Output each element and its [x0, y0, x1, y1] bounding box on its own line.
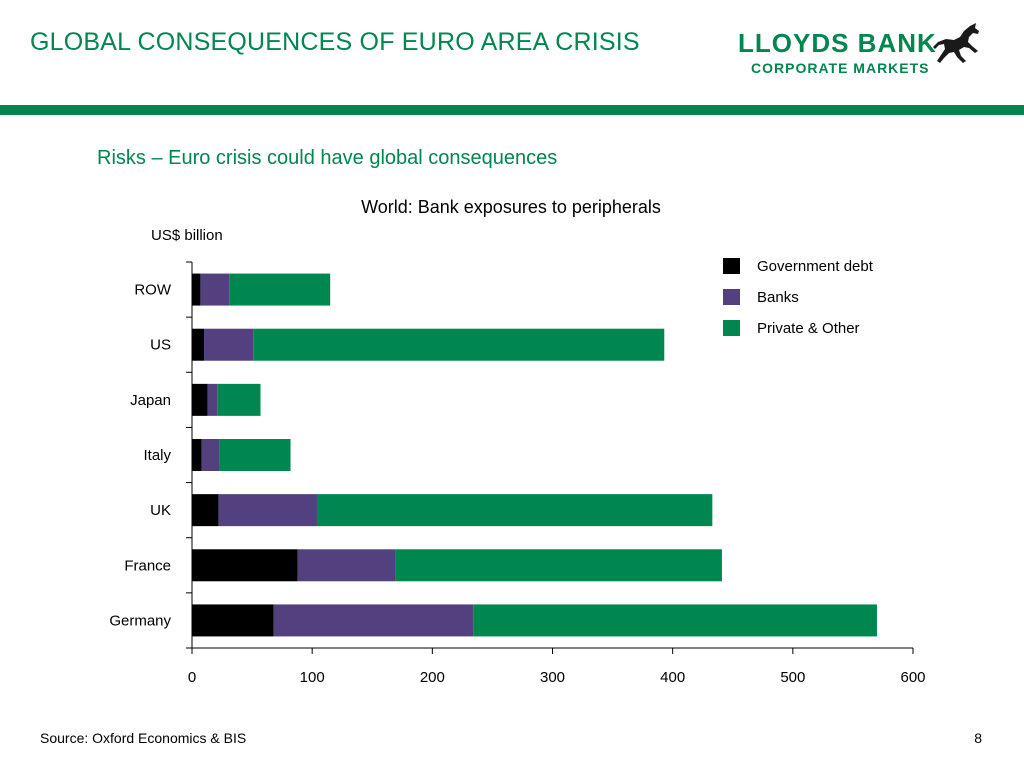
bar-segment — [192, 383, 208, 416]
category-label: Germany — [109, 612, 171, 629]
legend-label: Banks — [757, 289, 799, 306]
logo-name: LLOYDS BANK — [738, 28, 937, 58]
legend-swatch — [723, 289, 740, 305]
category-label: ROW — [134, 282, 172, 299]
slide-title: GLOBAL CONSEQUENCES OF EURO AREA CRISIS — [30, 28, 640, 56]
bar-segment — [192, 549, 298, 582]
bar-segment — [200, 273, 230, 306]
source-note: Source: Oxford Economics & BIS — [40, 730, 247, 746]
bar-segment — [253, 328, 665, 361]
logo-division: CORPORATE MARKETS — [751, 60, 930, 76]
bar-segment — [217, 383, 261, 416]
bar-segment — [395, 549, 722, 582]
bar-segment — [473, 604, 877, 637]
x-tick-label: 100 — [300, 669, 325, 686]
x-tick-label: 0 — [188, 669, 196, 686]
slide-subtitle: Risks – Euro crisis could have global co… — [97, 147, 558, 169]
bar-segment — [207, 383, 218, 416]
bar-segment — [316, 494, 713, 527]
x-tick-label: 200 — [420, 669, 445, 686]
x-tick-label: 500 — [780, 669, 805, 686]
bar-segment — [192, 273, 201, 306]
bar-segment — [218, 494, 317, 527]
category-labels: ROW US Japan Italy UK France Germany — [109, 282, 172, 630]
bar-segment — [229, 273, 331, 306]
category-label: Italy — [143, 447, 171, 464]
category-label: France — [124, 557, 171, 574]
legend-swatch — [723, 320, 740, 336]
bar-segment — [192, 328, 205, 361]
unit-label: US$ billion — [151, 227, 223, 244]
legend-label: Government debt — [757, 258, 874, 275]
bar-segment — [204, 328, 254, 361]
bar-segment — [219, 439, 291, 471]
chart-title: World: Bank exposures to peripherals — [361, 197, 661, 217]
page-number: 8 — [974, 730, 982, 746]
bar-segment — [192, 604, 274, 637]
lloyds-bank-logo: LLOYDS BANK CORPORATE MARKETS — [736, 22, 996, 82]
legend-label: Private & Other — [757, 320, 860, 337]
black-horse-icon — [933, 23, 979, 63]
category-label: US — [150, 337, 171, 354]
bar-segment — [201, 439, 220, 471]
header-divider — [0, 105, 1024, 115]
legend-swatch — [723, 258, 740, 274]
tick-labels: 0 100 200 300 400 500 600 — [188, 669, 926, 686]
category-label: Japan — [130, 392, 171, 409]
category-label: UK — [150, 502, 171, 519]
x-tick-label: 600 — [900, 669, 925, 686]
bar-segment — [297, 549, 396, 582]
x-tick-label: 300 — [540, 669, 565, 686]
bar-segment — [192, 494, 219, 527]
bar-segment — [273, 604, 474, 637]
legend: Government debt Banks Private & Other — [723, 258, 874, 337]
bar-segment — [192, 439, 202, 471]
bars — [192, 273, 877, 637]
x-tick-label: 400 — [660, 669, 685, 686]
